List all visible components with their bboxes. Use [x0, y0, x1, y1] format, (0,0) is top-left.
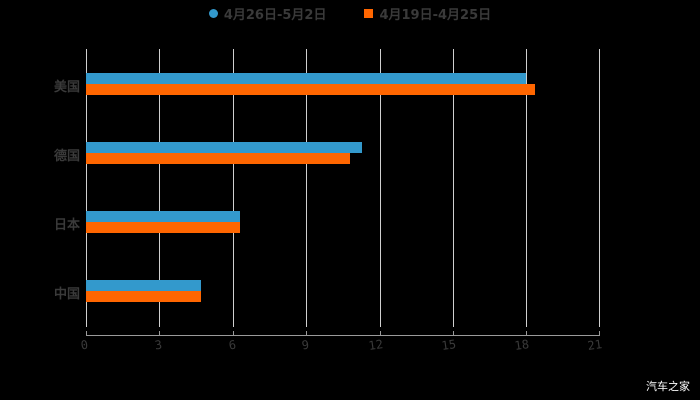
- x-tick-label: 9: [300, 337, 310, 353]
- legend-item-series2[interactable]: 4月19日-4月25日: [364, 4, 491, 23]
- gridline: [306, 49, 307, 327]
- gridline: [453, 49, 454, 327]
- bar-series1[interactable]: [86, 73, 526, 84]
- circle-marker-icon: [208, 9, 218, 18]
- x-axis-line: [86, 335, 600, 336]
- bar-series2[interactable]: [86, 222, 240, 233]
- x-tick: [86, 331, 87, 336]
- x-tick: [233, 331, 234, 336]
- gridline: [233, 49, 234, 327]
- x-tick-label: 0: [79, 337, 89, 353]
- x-tick: [526, 331, 527, 336]
- gridline: [159, 49, 160, 327]
- x-tick: [599, 331, 600, 336]
- bar-series2[interactable]: [86, 291, 201, 302]
- square-marker-icon: [364, 9, 374, 18]
- x-tick-label: 3: [153, 337, 163, 353]
- x-tick-label: 21: [586, 337, 603, 353]
- x-tick-label: 12: [367, 337, 384, 353]
- category-label-us: 美国: [53, 80, 80, 95]
- category-label-china: 中国: [53, 287, 80, 302]
- bar-series1[interactable]: [86, 211, 240, 222]
- x-tick-label: 15: [440, 337, 457, 353]
- x-tick: [159, 331, 160, 336]
- category-label-germany: 德国: [53, 149, 80, 164]
- x-tick-label: 18: [513, 337, 530, 353]
- x-tick-label: 6: [227, 337, 237, 353]
- gridline: [526, 49, 527, 327]
- gridline: [380, 49, 381, 327]
- bar-series1[interactable]: [86, 142, 362, 153]
- legend-label: 4月19日-4月25日: [379, 8, 492, 23]
- bar-series1[interactable]: [86, 280, 201, 291]
- x-tick: [380, 331, 381, 336]
- legend-item-series1[interactable]: 4月26日-5月2日: [208, 4, 327, 23]
- watermark: 汽车之家: [646, 380, 690, 393]
- legend-label: 4月26日-5月2日: [223, 8, 327, 23]
- chart-legend: 4月26日-5月2日 4月19日-4月25日: [0, 4, 700, 23]
- x-tick: [306, 331, 307, 336]
- x-tick: [453, 331, 454, 336]
- gridline: [86, 49, 87, 327]
- bar-series2[interactable]: [86, 153, 350, 164]
- category-label-japan: 日本: [53, 218, 80, 233]
- bar-series2[interactable]: [86, 84, 535, 95]
- gridline: [599, 49, 600, 327]
